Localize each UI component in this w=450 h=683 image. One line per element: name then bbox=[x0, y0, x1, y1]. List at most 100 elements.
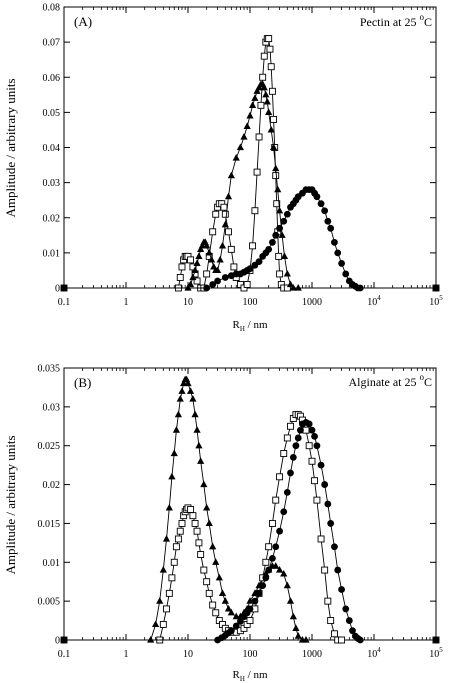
data-point bbox=[280, 450, 288, 457]
data-point bbox=[313, 496, 321, 504]
data-point bbox=[313, 442, 321, 450]
data-point bbox=[172, 543, 180, 551]
y-tick-label: 0.01 bbox=[43, 558, 61, 569]
x-axis-label: RH / nm bbox=[232, 319, 267, 333]
data-point bbox=[216, 255, 224, 263]
x-tick-label: 105 bbox=[429, 294, 443, 308]
data-point bbox=[212, 609, 220, 617]
data-point bbox=[178, 263, 186, 271]
data-point bbox=[338, 260, 345, 267]
data-point bbox=[184, 379, 192, 387]
data-point bbox=[214, 277, 221, 285]
data-point bbox=[269, 143, 278, 151]
data-point bbox=[260, 52, 268, 60]
data-point bbox=[200, 566, 208, 574]
panel-a: 0.1 1 10 100 1000 104 105 0 0.01 0.02 0.03 0.04 0.05… bbox=[3, 3, 443, 334]
data-point bbox=[232, 154, 240, 161]
data-point bbox=[334, 249, 342, 257]
data-point bbox=[317, 461, 325, 469]
data-point bbox=[200, 480, 208, 488]
data-point bbox=[338, 636, 346, 644]
y-tick-label: 0.025 bbox=[38, 441, 61, 452]
data-point bbox=[189, 512, 197, 520]
x-axis: 0.1 1 10 100 1000 104 105 bbox=[58, 7, 443, 308]
y-tick-label: 0.03 bbox=[43, 178, 61, 189]
data-point bbox=[221, 274, 229, 281]
data-point bbox=[227, 608, 235, 616]
data-point bbox=[311, 432, 318, 440]
data-point bbox=[243, 281, 251, 288]
x-tick-label: 100 bbox=[243, 297, 258, 308]
data-point bbox=[205, 248, 213, 256]
data-point bbox=[324, 500, 332, 508]
data-point bbox=[60, 284, 68, 292]
data-point bbox=[283, 210, 291, 218]
data-point bbox=[275, 252, 283, 260]
data-point bbox=[268, 519, 276, 527]
data-point bbox=[327, 224, 335, 232]
data-point bbox=[212, 558, 220, 565]
data-point bbox=[225, 228, 232, 236]
data-point bbox=[259, 582, 267, 589]
data-point bbox=[227, 627, 235, 635]
data-point bbox=[273, 200, 281, 208]
data-point bbox=[283, 269, 291, 277]
data-point bbox=[289, 453, 297, 461]
data-point bbox=[313, 193, 321, 201]
data-point bbox=[289, 284, 297, 291]
data-point bbox=[209, 228, 217, 236]
data-point bbox=[230, 263, 238, 271]
data-point bbox=[327, 617, 335, 625]
data-point bbox=[197, 457, 205, 464]
panel-label: (B) bbox=[74, 375, 91, 390]
panel-b: 0.1 1 10 100 1000 104 10500.0050.010.0150.020.… bbox=[3, 364, 443, 683]
data-point bbox=[159, 566, 167, 573]
data-point bbox=[176, 395, 184, 402]
data-point bbox=[259, 73, 267, 81]
data-point bbox=[270, 115, 278, 123]
data-point bbox=[297, 426, 304, 434]
data-point bbox=[283, 488, 291, 496]
data-point bbox=[249, 242, 257, 250]
data-point bbox=[255, 83, 263, 91]
data-point bbox=[255, 258, 263, 266]
data-point bbox=[317, 200, 325, 208]
data-point bbox=[276, 527, 283, 535]
data-point bbox=[263, 97, 271, 105]
y-tick-label: 0.03 bbox=[43, 402, 61, 413]
data-point bbox=[289, 612, 297, 620]
series-triangle-filled bbox=[60, 80, 440, 291]
data-point bbox=[193, 426, 201, 433]
data-point bbox=[227, 171, 235, 179]
data-point bbox=[331, 238, 338, 246]
data-point bbox=[287, 469, 294, 477]
data-point bbox=[236, 617, 244, 625]
series-circle-filled bbox=[60, 419, 440, 644]
data-point bbox=[331, 543, 338, 551]
data-point bbox=[308, 457, 316, 465]
data-point bbox=[257, 101, 265, 109]
data-point bbox=[193, 277, 201, 285]
x-tick-label: 10 bbox=[183, 649, 193, 660]
x-tick-label: 100 bbox=[243, 649, 258, 660]
data-point bbox=[246, 605, 254, 613]
y-tick-label: 0.05 bbox=[43, 108, 61, 119]
x-tick-label: 1000 bbox=[302, 297, 322, 308]
data-point bbox=[342, 270, 350, 278]
data-point bbox=[184, 284, 192, 291]
x-tick-label: 0.1 bbox=[58, 297, 71, 308]
data-point bbox=[224, 604, 233, 612]
data-point bbox=[246, 265, 254, 273]
data-point bbox=[330, 630, 338, 638]
data-point bbox=[215, 573, 223, 581]
data-point bbox=[159, 621, 167, 628]
y-tick-label: 0 bbox=[55, 284, 60, 295]
y-tick-label: 0.08 bbox=[43, 3, 61, 14]
data-point bbox=[272, 562, 280, 569]
data-point bbox=[243, 122, 251, 130]
data-point bbox=[265, 543, 273, 551]
data-point bbox=[209, 601, 217, 609]
data-point bbox=[305, 442, 313, 450]
y-tick-label: 0 bbox=[55, 636, 60, 647]
data-point bbox=[168, 574, 176, 582]
